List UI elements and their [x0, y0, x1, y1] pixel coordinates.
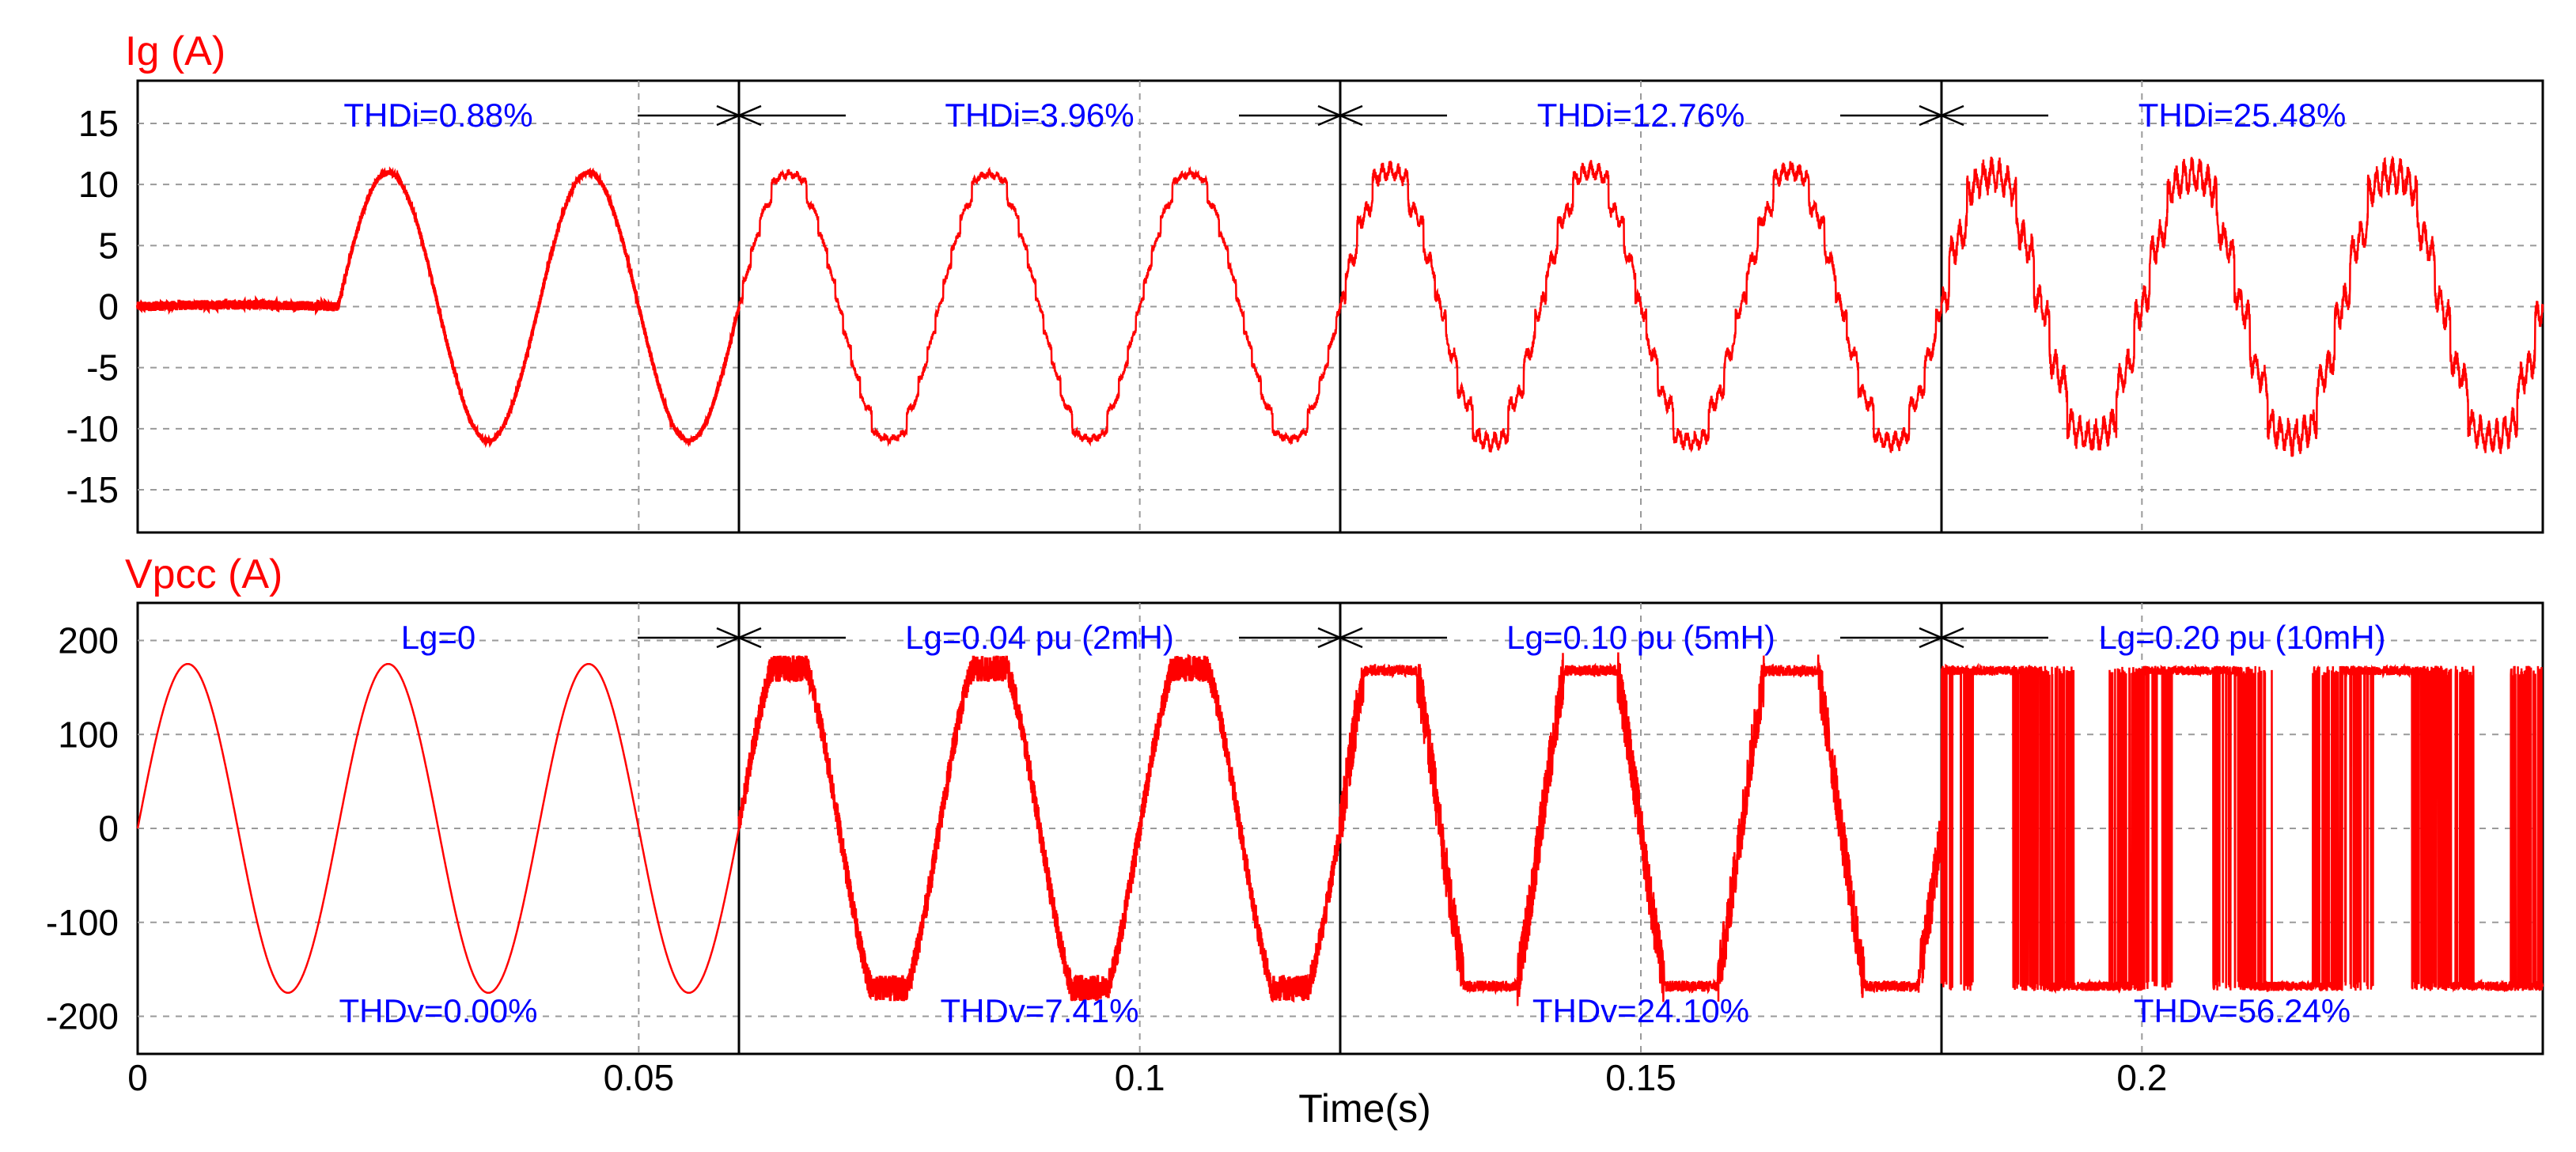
vpcc-y-tick-label: -200: [46, 996, 119, 1037]
ig-segment-arrow-head-right: [1938, 104, 1964, 127]
vpcc-axis-label: Vpcc (A): [125, 551, 282, 597]
ig-y-tick-label: 10: [78, 164, 119, 205]
vpcc-lg-label: Lg=0: [401, 619, 476, 656]
time-x-tick-label: 0.2: [2116, 1057, 2167, 1098]
ig-y-tick-label: 15: [78, 103, 119, 144]
vpcc-y-ticks: 200 100 0 -100 -200: [46, 620, 119, 1037]
vpcc-lg-label: Lg=0.04 pu (2mH): [905, 619, 1174, 656]
ig-trace: [136, 155, 2544, 457]
ig-thd-label: THDi=25.48%: [2138, 97, 2347, 134]
ig-y-tick-label: -5: [86, 347, 119, 388]
time-x-tick-label: 0.15: [1605, 1057, 1676, 1098]
ig-y-tick-label: -10: [66, 408, 119, 449]
time-x-tick-label: 0.1: [1115, 1057, 1165, 1098]
ig-y-tick-label: -15: [66, 469, 119, 510]
time-x-tick-label: 0.05: [604, 1057, 675, 1098]
ig-thd-label: THDi=0.88%: [343, 97, 532, 134]
ig-y-ticks: 15 10 5 0 -5 -10 -15: [66, 103, 119, 510]
vpcc-thd-annotations: THDv=0.00% THDv=7.41% THDv=24.10% THDv=56.2…: [339, 992, 2351, 1029]
vpcc-trace-segment: [1940, 662, 2544, 995]
vpcc-trace-segment: [737, 654, 1342, 1003]
vpcc-lg-label: Lg=0.10 pu (5mH): [1506, 619, 1775, 656]
vpcc-y-tick-label: -100: [46, 902, 119, 943]
time-x-ticks: 0 0.05 0.1 0.15 0.2: [127, 1057, 2167, 1098]
vpcc-trace-segment: [136, 662, 741, 995]
vpcc-segment-arrow-head-right: [736, 627, 762, 649]
ig-segment-arrow-head-right: [736, 104, 762, 127]
vpcc-segment-arrow-head-right: [1938, 627, 1964, 649]
ig-thd-annotations: THDi=0.88% THDi=3.96% THDi=12.76% THDi=25.4…: [343, 97, 2346, 134]
vpcc-segment-arrows: [638, 627, 2048, 649]
ig-y-tick-label: 0: [98, 286, 119, 328]
vpcc-trace: [136, 652, 2544, 1006]
time-x-tick-label: 0: [127, 1057, 148, 1098]
time-axis-title: Time(s): [1298, 1086, 1431, 1131]
vpcc-segment-arrow-head-right: [1337, 627, 1363, 649]
vpcc-thd-label: THDv=0.00%: [339, 992, 538, 1029]
vpcc-thd-label: THDv=7.41%: [941, 992, 1139, 1029]
ig-trace-segment: [737, 165, 1342, 447]
vpcc-thd-label: THDv=24.10%: [1532, 992, 1749, 1029]
vpcc-trace-segment: [1339, 652, 1943, 1006]
vpcc-y-tick-label: 100: [58, 714, 119, 755]
vpcc-lg-label: Lg=0.20 pu (10mH): [2098, 619, 2385, 656]
ig-thd-label: THDi=3.96%: [945, 97, 1134, 134]
vpcc-thd-label: THDv=56.24%: [2134, 992, 2351, 1029]
ig-trace-segment: [1339, 160, 1943, 453]
ig-y-tick-label: 5: [98, 225, 119, 266]
ig-trace-segment: [1940, 155, 2544, 457]
vpcc-y-tick-label: 0: [98, 808, 119, 849]
ig-segment-arrow-head-right: [1337, 104, 1363, 127]
ig-segment-arrows: [638, 104, 2048, 127]
ig-thd-label: THDi=12.76%: [1537, 97, 1745, 134]
vpcc-lg-annotations: Lg=0 Lg=0.04 pu (2mH) Lg=0.10 pu (5mH) Lg=0…: [401, 619, 2386, 656]
ig-trace-segment: [136, 166, 741, 449]
ig-axis-label: Ig (A): [125, 28, 225, 74]
vpcc-y-tick-label: 200: [58, 620, 119, 661]
